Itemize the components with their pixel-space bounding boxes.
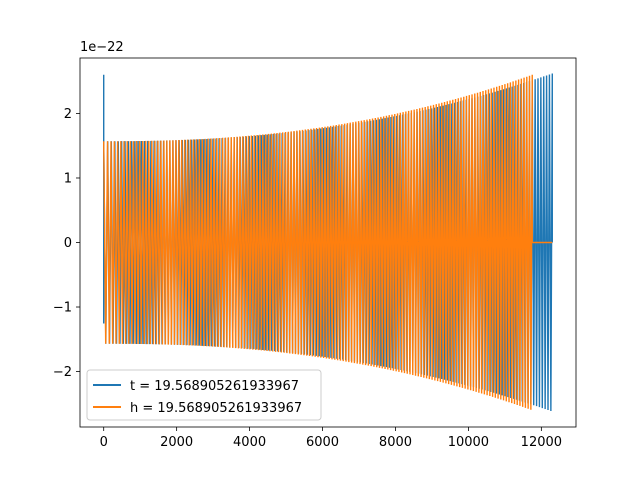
x-axis-ticks: 0 2000 4000 6000 8000 10000 12000	[100, 427, 562, 450]
y-tick-label: −2	[53, 365, 72, 380]
y-tick-label: 0	[64, 236, 72, 251]
series-line-1	[103, 74, 553, 410]
legend-label-h: h = 19.568905261933967	[130, 401, 302, 416]
x-tick-label: 12000	[521, 435, 562, 450]
x-tick-label: 4000	[233, 435, 266, 450]
y-tick-label: 1	[64, 171, 72, 186]
x-tick-label: 2000	[160, 435, 193, 450]
y-offset-label: 1e−22	[80, 40, 124, 55]
series-layer	[103, 73, 553, 412]
y-axis-ticks: −2 −1 0 1 2	[53, 107, 80, 380]
x-tick-label: 10000	[448, 435, 489, 450]
legend-label-t: t = 19.568905261933967	[130, 379, 299, 394]
legend-box	[86, 369, 322, 421]
y-tick-label: 2	[64, 107, 72, 122]
x-tick-label: 0	[100, 435, 108, 450]
legend: t = 19.568905261933967 h = 19.5689052619…	[86, 369, 322, 421]
y-tick-label: −1	[53, 301, 72, 316]
x-tick-label: 6000	[306, 435, 339, 450]
x-tick-label: 8000	[379, 435, 412, 450]
